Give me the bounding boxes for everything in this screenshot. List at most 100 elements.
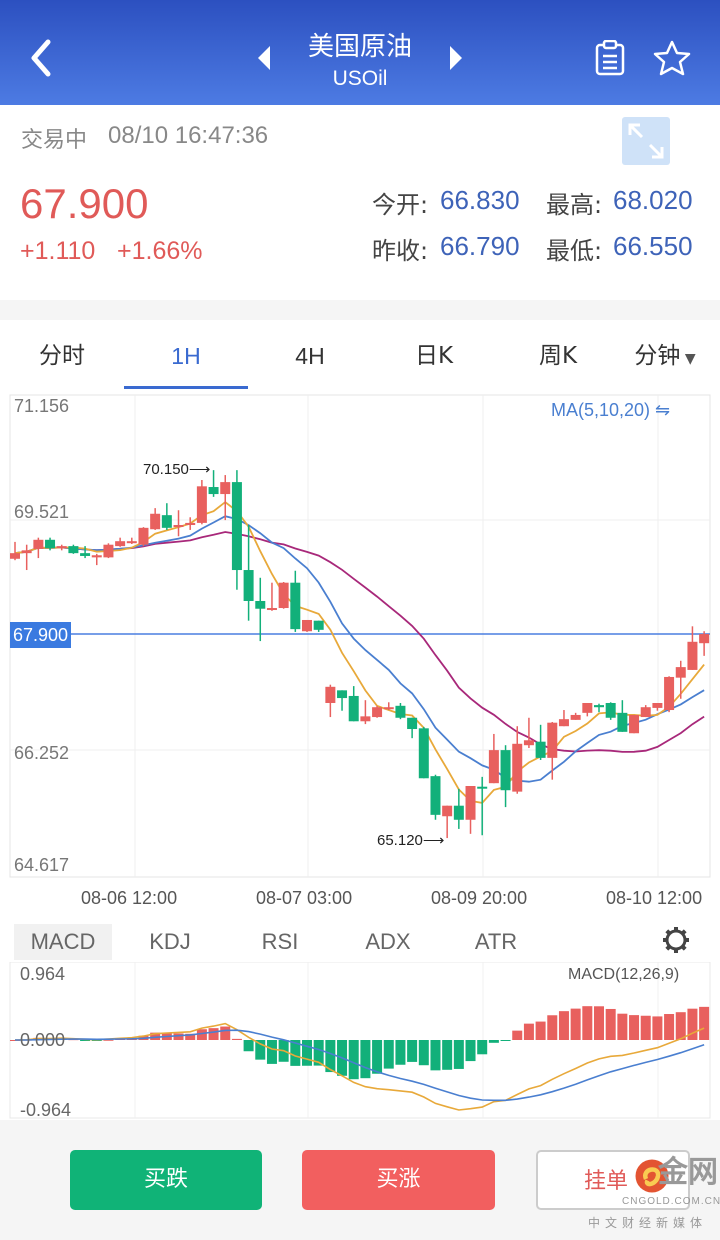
symbol-title: 美国原油 <box>307 32 412 62</box>
tab-kdj[interactable]: KDJ <box>149 929 191 954</box>
previous-symbol-button[interactable] <box>256 44 272 76</box>
high-value: 68.020 <box>613 185 693 215</box>
macd-histogram-bar <box>453 1040 464 1069</box>
macd-histogram-bar <box>208 1028 219 1040</box>
macd-histogram-bar <box>231 1038 242 1040</box>
x-tick-label: 08-09 20:00 <box>431 888 528 908</box>
expand-icon <box>628 123 664 159</box>
y-tick-label: 64.617 <box>14 855 70 875</box>
favorite-button[interactable] <box>653 40 691 80</box>
candle-up <box>185 522 196 526</box>
indicator-tabs: MACD KDJ RSI ADX ATR <box>0 912 720 964</box>
macd-histogram-bar <box>196 1029 207 1040</box>
tab-rsi[interactable]: RSI <box>261 929 299 954</box>
tab-weekly[interactable]: 周K <box>538 343 578 369</box>
ma20-line <box>14 531 705 753</box>
tab-1h[interactable]: 1H <box>171 343 201 369</box>
tab-4h[interactable]: 4H <box>295 343 325 369</box>
candle-up <box>266 608 277 611</box>
macd-panel[interactable]: 0.964 0.000 -0.964 MACD(12,26,9) <box>0 962 720 1120</box>
macd-histogram-bar <box>395 1040 406 1065</box>
candle-up <box>115 541 126 547</box>
candle-up <box>360 716 371 722</box>
ma10-line <box>14 515 705 783</box>
candle-down <box>500 750 511 791</box>
macd-histogram-bar <box>465 1040 476 1062</box>
tab-adx[interactable]: ADX <box>365 929 411 954</box>
sell-button[interactable]: 买跌 <box>70 1150 262 1210</box>
candlestick-chart-panel[interactable]: 71.156 69.521 66.252 64.617 67.900 MA(5,… <box>0 392 720 912</box>
macd-histogram-bar <box>535 1021 546 1040</box>
macd-histogram-bar <box>594 1006 604 1040</box>
candle-up <box>56 546 67 549</box>
y-tick-label: 71.156 <box>14 396 70 416</box>
macd-histogram-bar <box>629 1015 640 1040</box>
buy-button[interactable]: 买涨 <box>302 1150 495 1210</box>
candle-up <box>652 702 663 708</box>
ma-settings-icon: ⇋ <box>650 400 671 420</box>
candle-up <box>196 486 207 523</box>
prev-close-label: 昨收: <box>372 237 429 265</box>
macd-histogram-bar <box>605 1008 616 1040</box>
macd-border <box>9 962 711 1119</box>
x-tick-label: 08-07 03:00 <box>256 888 353 908</box>
candle-up <box>582 702 593 713</box>
macd-histogram-bar <box>617 1013 628 1040</box>
open-label: 今开: <box>372 191 429 219</box>
fullscreen-button[interactable] <box>622 117 670 165</box>
candlestick-chart[interactable] <box>0 392 720 912</box>
macd-histogram-bar <box>488 1040 499 1043</box>
candle-up <box>523 740 534 746</box>
candle-up <box>547 722 558 758</box>
macd-histogram-bar <box>80 1040 91 1041</box>
caret-left-icon <box>258 46 270 70</box>
macd-histogram-bar <box>220 1026 231 1040</box>
candle-down <box>535 741 546 758</box>
candle-down <box>255 600 266 609</box>
tab-daily[interactable]: 日K <box>414 343 454 369</box>
indicator-settings-button[interactable] <box>660 924 692 960</box>
candle-down <box>80 553 91 556</box>
macd-histogram-bar <box>372 1040 383 1074</box>
candle-down <box>348 695 359 722</box>
y-tick-label: 66.252 <box>14 743 70 763</box>
star-icon <box>653 40 691 76</box>
macd-histogram-bar <box>664 1014 675 1040</box>
macd-histogram-bar <box>687 1008 698 1040</box>
tab-timeshare[interactable]: 分时 <box>39 343 85 369</box>
candle-down <box>161 515 172 528</box>
candle-up <box>488 750 499 784</box>
macd-dea-line <box>15 1029 705 1102</box>
candle-down <box>68 546 79 554</box>
plot-border <box>9 394 711 878</box>
dropdown-caret-icon: ▼ <box>680 351 696 367</box>
back-button[interactable] <box>26 38 56 78</box>
macd-histogram-bar <box>103 1039 114 1041</box>
tab-macd[interactable]: MACD <box>14 924 112 960</box>
macd-histogram-bar <box>640 1015 651 1040</box>
candle-up <box>629 714 640 734</box>
candle-up <box>687 641 698 670</box>
caret-right-icon <box>450 46 462 70</box>
price-change: +1.110 <box>20 237 96 265</box>
candle-down <box>418 728 429 779</box>
candle-down <box>313 620 324 630</box>
clipboard-icon <box>595 39 625 76</box>
watermark-brand: 金网 <box>658 1155 718 1190</box>
macd-histogram-bar <box>570 1008 581 1040</box>
tab-atr[interactable]: ATR <box>474 929 518 954</box>
low-annotation-value: 65.120 <box>377 832 423 849</box>
candle-down <box>208 487 219 495</box>
candle-down <box>231 482 242 571</box>
next-symbol-button[interactable] <box>448 44 464 76</box>
tab-minutes-dropdown[interactable]: 分钟 ▼ <box>610 320 720 390</box>
tab-minutes-label: 分钟 <box>634 343 681 369</box>
macd-histogram-bar <box>185 1033 196 1040</box>
macd-histogram-bar <box>290 1040 301 1066</box>
candle-up <box>150 513 161 530</box>
macd-histogram-bar <box>313 1040 324 1066</box>
notes-button[interactable] <box>594 39 626 80</box>
ma-legend[interactable]: MA(5,10,20) ⇋ <box>551 400 670 421</box>
candle-up <box>442 805 453 817</box>
x-tick-label: 08-06 12:00 <box>81 888 178 908</box>
